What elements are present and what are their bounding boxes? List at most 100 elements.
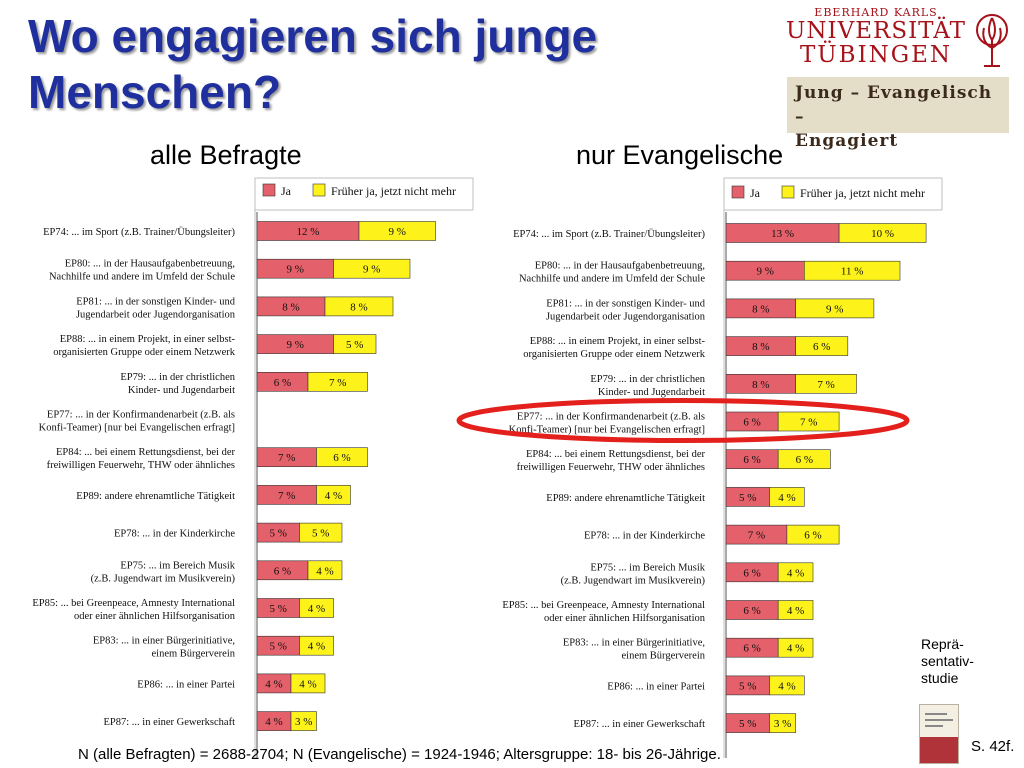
category-label: EP77: ... in der Konfirmandenarbeit (z.B…	[47, 410, 235, 421]
highlight-ellipse	[456, 398, 910, 443]
legend-label-frueher: Früher ja, jetzt nicht mehr	[331, 184, 456, 198]
category-label: EP83: ... in einer Bürgerinitiative,	[563, 638, 705, 649]
data-label-frueher: 6 %	[804, 530, 821, 542]
category-label: einem Bürgerverein	[622, 651, 706, 662]
bar-frueher	[324, 296, 394, 317]
legend-swatch-ja	[262, 183, 276, 197]
category-label: Konfi-Teamer) [nur bei Evangelischen erf…	[509, 425, 705, 436]
data-label-frueher: 9 %	[363, 264, 380, 276]
data-label-ja: 5 %	[739, 718, 756, 730]
left-panel-title: alle Befragte	[150, 140, 302, 170]
bar-frueher	[333, 258, 411, 279]
bar-frueher	[769, 713, 796, 733]
brand-line2: Engagiert	[795, 131, 899, 151]
university-logo-line3: TÜBINGEN	[799, 42, 953, 68]
category-label: (z.B. Jugendwart im Musikverein)	[561, 575, 706, 586]
category-label: EP88: ... in einem Projekt, in einer sel…	[60, 334, 236, 345]
data-label-ja: 6 %	[274, 377, 291, 389]
category-label: EP80: ... in der Hausaufgabenbetreuung,	[535, 261, 705, 272]
data-label-ja: 6 %	[743, 454, 760, 466]
data-label-frueher: 6 %	[813, 341, 830, 353]
side-note-line1: Reprä-	[921, 636, 964, 652]
bar-frueher	[795, 298, 875, 319]
side-note-line2: sentativ-	[921, 653, 974, 669]
brand-line1: Jung – Evangelisch –	[795, 83, 993, 127]
category-label: Jugendarbeit oder Jugendorganisation	[76, 309, 236, 320]
category-label: EP75: ... im Bereich Musik	[590, 562, 705, 573]
category-label: EP79: ... in der christlichen	[590, 374, 705, 385]
university-logo-line2: UNIVERSITÄT	[786, 18, 966, 44]
legend-label-ja: Ja	[750, 186, 761, 200]
plot-frame	[254, 177, 474, 758]
data-label-frueher: 8 %	[350, 301, 367, 313]
bar-frueher	[769, 675, 805, 696]
data-label-ja: 8 %	[752, 379, 769, 391]
data-label-ja: 8 %	[752, 341, 769, 353]
data-label-frueher: 6 %	[333, 452, 350, 464]
category-label: EP84: ... bei einem Rettungsdienst, bei …	[56, 447, 236, 458]
data-label-ja: 6 %	[743, 567, 760, 579]
page-title: Wo engagieren sich junge Menschen?	[28, 10, 598, 118]
data-label-frueher: 4 %	[787, 567, 804, 579]
category-label: EP81: ... in der sonstigen Kinder- und	[546, 298, 705, 309]
data-label-ja: 5 %	[270, 528, 287, 540]
bar-frueher	[795, 336, 849, 356]
category-label: Kinder- und Jugendarbeit	[598, 387, 705, 398]
category-label: EP84: ... bei einem Rettungsdienst, bei …	[526, 449, 706, 460]
category-label: EP87: ... in einer Gewerkschaft	[573, 719, 705, 730]
data-label-frueher: 9 %	[389, 226, 406, 238]
data-label-frueher: 4 %	[316, 565, 333, 577]
category-label: einem Bürgerverein	[152, 649, 236, 660]
data-label-ja: 7 %	[278, 452, 295, 464]
bar-frueher	[358, 221, 436, 241]
legend-swatch-frueher	[781, 185, 795, 199]
data-label-frueher: 6 %	[796, 454, 813, 466]
bar-frueher	[777, 637, 814, 658]
category-label: EP83: ... in einer Bürgerinitiative,	[93, 636, 235, 647]
category-label: freiwilligen Feuerwehr, THW oder ähnlich…	[517, 462, 705, 473]
data-label-ja: 8 %	[282, 301, 299, 313]
data-label-frueher: 4 %	[308, 641, 325, 653]
bar-frueher	[316, 447, 368, 468]
data-label-ja: 13 %	[771, 228, 794, 240]
data-label-frueher: 7 %	[329, 377, 346, 389]
project-brand-box: Jung – Evangelisch – Engagiert	[787, 77, 1009, 151]
data-label-ja: 9 %	[756, 266, 773, 278]
data-label-ja: 4 %	[265, 716, 282, 728]
bar-frueher	[299, 635, 334, 656]
category-label: EP87: ... in einer Gewerkschaft	[103, 717, 235, 728]
category-label: organisierten Gruppe oder einem Netzwerk	[523, 349, 705, 360]
data-label-frueher: 4 %	[778, 492, 795, 504]
sample-size-footnote: N (alle Befragten) = 2688-2704; N (Evang…	[78, 746, 721, 763]
category-label: Kinder- und Jugendarbeit	[128, 385, 235, 396]
data-label-frueher: 3 %	[295, 716, 312, 728]
category-label: EP77: ... in der Konfirmandenarbeit (z.B…	[517, 412, 705, 423]
representative-study-note: Reprä- sentativ- studie	[921, 636, 974, 687]
side-note-line3: studie	[921, 670, 959, 686]
legend-label-frueher: Früher ja, jetzt nicht mehr	[800, 186, 925, 200]
category-label: freiwilligen Feuerwehr, THW oder ähnlich…	[47, 460, 235, 471]
data-label-ja: 7 %	[748, 530, 765, 542]
university-logo-line1: EBERHARD KARLS	[814, 6, 938, 19]
data-label-ja: 4 %	[265, 678, 282, 690]
category-label: EP75: ... im Bereich Musik	[120, 560, 235, 571]
data-label-frueher: 4 %	[787, 605, 804, 617]
data-label-frueher: 4 %	[308, 603, 325, 615]
data-label-ja: 9 %	[287, 264, 304, 276]
category-label: oder einer ähnlichen Hilfsorganisation	[544, 613, 706, 624]
category-label: EP81: ... in der sonstigen Kinder- und	[76, 296, 235, 307]
data-label-frueher: 4 %	[299, 678, 316, 690]
bar-frueher	[316, 485, 351, 505]
tree-emblem-icon	[976, 14, 1008, 67]
category-label: organisierten Gruppe oder einem Netzwerk	[53, 347, 235, 358]
category-label: EP89: andere ehrenamtliche Tätigkeit	[546, 493, 705, 504]
data-label-frueher: 10 %	[871, 228, 894, 240]
data-label-frueher: 4 %	[778, 680, 795, 692]
study-book-icon	[919, 704, 959, 764]
bar-frueher	[777, 600, 814, 620]
data-label-frueher: 5 %	[312, 528, 329, 540]
data-label-frueher: 9 %	[826, 303, 843, 315]
category-label: EP85: ... bei Greenpeace, Amnesty Intern…	[502, 600, 705, 611]
data-label-ja: 6 %	[743, 643, 760, 655]
